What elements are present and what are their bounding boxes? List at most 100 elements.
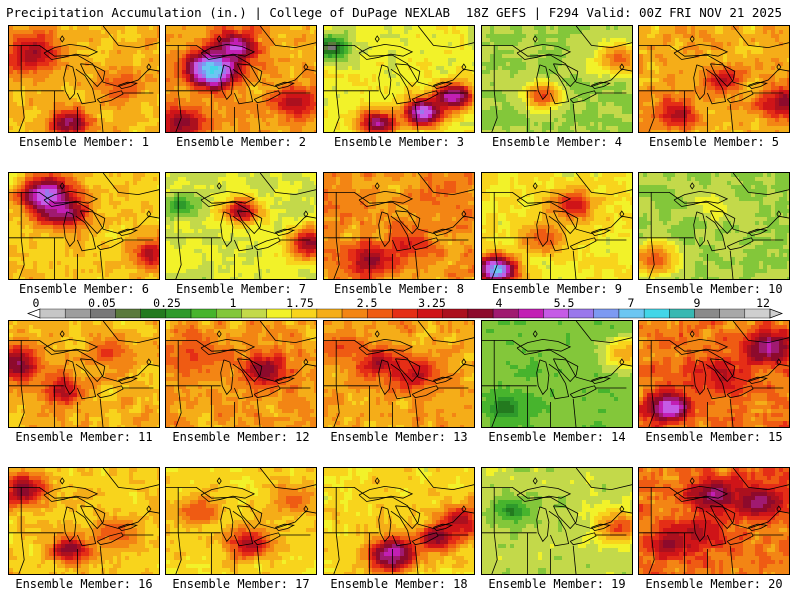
map-outlines (166, 26, 316, 132)
state-line-e (414, 545, 419, 574)
border-canada (639, 486, 789, 529)
lake-erie (253, 385, 281, 399)
colorbar-tick-label: 0 (33, 296, 40, 310)
small-lake-2 (146, 358, 152, 366)
lake-erie (569, 532, 597, 546)
state-line-e (572, 250, 577, 279)
panel-caption-7: Ensemble Member: 7 (161, 282, 321, 296)
colorbar-swatch-18 (492, 308, 519, 319)
map-outlines (482, 468, 632, 574)
panel-map-7 (166, 173, 316, 279)
lake-superior (358, 190, 414, 207)
chart-title: Precipitation Accumulation (in.) | Colle… (6, 5, 450, 20)
colorbar-swatch-23 (618, 308, 645, 319)
hudson-bay-inlet (732, 468, 789, 491)
precip-field (639, 26, 789, 132)
colorbar-tick-label: 5.5 (554, 296, 575, 310)
state-line-e (99, 250, 104, 279)
lake-michigan (378, 211, 392, 248)
panel-member-8 (323, 172, 475, 280)
lake-michigan (378, 64, 392, 101)
colorbar-swatch-3 (115, 308, 141, 319)
precip-field (639, 173, 789, 279)
lake-superior (358, 485, 414, 502)
lake-erie (96, 90, 124, 104)
small-lake-1 (532, 330, 538, 338)
lake-ontario (748, 228, 769, 237)
lake-superior (516, 485, 572, 502)
small-lake-1 (216, 477, 222, 485)
lake-ontario (433, 81, 454, 90)
panel-member-2 (165, 25, 317, 133)
lake-huron (395, 358, 421, 383)
state-line-a (175, 340, 182, 427)
state-line-e (572, 545, 577, 574)
colorbar-tick-label: 3.25 (418, 296, 446, 310)
panel-map-11 (9, 321, 159, 427)
colorbar-swatch-9 (266, 308, 292, 319)
precip-field (482, 173, 632, 279)
precip-field (9, 26, 159, 132)
colorbar-tick-label: 1 (230, 296, 237, 310)
lake-huron (553, 358, 579, 383)
lake-superior (673, 338, 729, 355)
lake-huron (710, 210, 736, 235)
lake-superior (43, 190, 99, 207)
lake-michigan (536, 359, 550, 396)
panel-map-8 (324, 173, 474, 279)
colorbar-swatch-4 (140, 308, 167, 319)
lake-michigan (63, 211, 77, 248)
state-line-e (99, 103, 104, 132)
state-line-e (414, 250, 419, 279)
colorbar-tick-label: 7 (628, 296, 635, 310)
panel-member-7 (165, 172, 317, 280)
border-canada (9, 191, 159, 234)
hudson-bay-inlet (575, 321, 632, 344)
lake-superior (43, 43, 99, 60)
colorbar-swatch-28 (744, 308, 771, 319)
colorbar-swatch-20 (543, 308, 569, 319)
small-lake-2 (776, 210, 782, 218)
colorbar-swatch-2 (90, 308, 116, 319)
state-line-e (572, 103, 577, 132)
hudson-bay-inlet (102, 321, 159, 344)
michigan-peninsula (232, 215, 254, 252)
panel-member-3 (323, 25, 475, 133)
hudson-bay-inlet (102, 173, 159, 196)
lake-erie (411, 532, 439, 546)
precip-field (166, 468, 316, 574)
colorbar-tick-label: 9 (694, 296, 701, 310)
precip-field (166, 321, 316, 427)
border-canada (166, 339, 316, 382)
state-line-a (18, 487, 25, 574)
map-outlines (324, 173, 474, 279)
small-lake-2 (461, 505, 467, 513)
small-lake-1 (689, 35, 695, 43)
panel-member-10 (638, 172, 790, 280)
lake-superior (200, 485, 256, 502)
small-lake-2 (303, 210, 309, 218)
michigan-peninsula (548, 510, 570, 547)
small-lake-1 (59, 182, 65, 190)
state-line-e (729, 398, 734, 427)
small-lake-1 (59, 35, 65, 43)
lake-superior (358, 338, 414, 355)
panel-member-12 (165, 320, 317, 428)
small-lake-1 (374, 35, 380, 43)
small-lake-1 (374, 477, 380, 485)
state-line-e (729, 250, 734, 279)
state-line-a (175, 487, 182, 574)
panel-map-13 (324, 321, 474, 427)
border-canada (482, 486, 632, 529)
map-outlines (639, 468, 789, 574)
state-line-a (333, 192, 340, 279)
panel-caption-13: Ensemble Member: 13 (319, 430, 479, 444)
lake-ontario (275, 376, 296, 385)
panel-caption-8: Ensemble Member: 8 (319, 282, 479, 296)
colorbar-swatch-7 (216, 308, 242, 319)
map-outlines (639, 26, 789, 132)
state-line-e (572, 398, 577, 427)
lake-michigan (693, 359, 707, 396)
michigan-peninsula (390, 510, 412, 547)
lake-ontario (433, 228, 454, 237)
